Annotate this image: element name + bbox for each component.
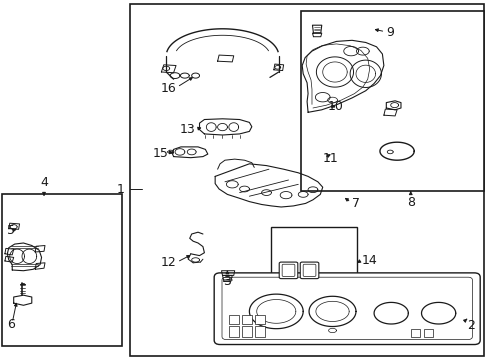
- Bar: [228, 326, 238, 337]
- Text: 4: 4: [40, 176, 48, 189]
- Text: 7: 7: [351, 197, 359, 210]
- Text: 12: 12: [160, 256, 176, 269]
- FancyBboxPatch shape: [222, 277, 471, 339]
- Bar: [129, 4, 483, 356]
- Bar: [255, 326, 264, 337]
- Bar: [255, 315, 264, 324]
- Text: 9: 9: [386, 26, 393, 39]
- Bar: [242, 315, 251, 324]
- Text: 5: 5: [7, 224, 15, 237]
- Bar: [2, 194, 122, 346]
- Text: 3: 3: [223, 275, 231, 288]
- FancyBboxPatch shape: [214, 273, 479, 345]
- Bar: [300, 11, 483, 191]
- Text: 10: 10: [327, 100, 343, 113]
- Text: 15: 15: [153, 147, 168, 159]
- Text: 13: 13: [180, 123, 195, 136]
- Text: 6: 6: [7, 318, 15, 330]
- Bar: [271, 227, 356, 283]
- FancyBboxPatch shape: [282, 264, 294, 276]
- Bar: [242, 326, 251, 337]
- Text: 8: 8: [406, 196, 414, 209]
- Bar: [424, 329, 432, 337]
- Text: 1: 1: [117, 183, 124, 195]
- Text: 2: 2: [466, 319, 474, 332]
- FancyBboxPatch shape: [300, 262, 318, 279]
- Bar: [410, 329, 419, 337]
- Bar: [228, 315, 238, 324]
- FancyBboxPatch shape: [279, 262, 297, 279]
- Text: 11: 11: [322, 152, 338, 165]
- FancyBboxPatch shape: [303, 264, 315, 276]
- Text: 14: 14: [361, 255, 377, 267]
- Text: 16: 16: [160, 82, 176, 95]
